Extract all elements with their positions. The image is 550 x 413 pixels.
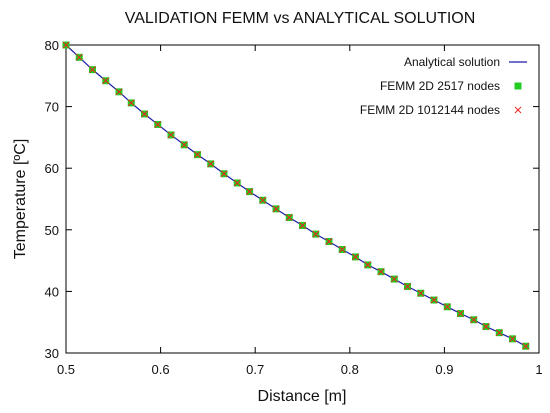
y-axis-ticks: 30 40 50 60 70 80 bbox=[45, 38, 539, 361]
x-tick-label: 0.9 bbox=[435, 362, 453, 377]
series-layer bbox=[62, 41, 530, 350]
y-tick-label: 30 bbox=[45, 346, 59, 361]
series-femm-1012144-point bbox=[246, 188, 253, 195]
series-femm-1012144-point bbox=[220, 170, 228, 178]
series-femm-1012144-point bbox=[522, 342, 530, 350]
series-femm-1012144-point bbox=[167, 131, 175, 139]
x-tick-label: 1 bbox=[535, 362, 542, 377]
series-femm-1012144-point bbox=[272, 205, 280, 213]
series-femm-1012144-point bbox=[154, 121, 162, 128]
series-femm-1012144-point bbox=[495, 329, 503, 337]
series-femm-1012144-point bbox=[285, 214, 293, 221]
plot-frame bbox=[65, 44, 540, 354]
series-femm-1012144-point bbox=[390, 275, 398, 283]
series-femm-1012144-point bbox=[325, 238, 333, 245]
y-tick-label: 80 bbox=[45, 38, 59, 53]
y-tick-label: 50 bbox=[45, 223, 59, 238]
series-femm-1012144-point bbox=[338, 246, 346, 253]
series-femm-1012144-point bbox=[312, 230, 320, 238]
series-femm-1012144-point bbox=[194, 151, 201, 159]
legend-label: FEMM 2D 2517 nodes bbox=[380, 79, 500, 93]
x-tick-label: 0.8 bbox=[341, 362, 359, 377]
series-femm-1012144-point bbox=[364, 261, 372, 269]
legend-label: FEMM 2D 1012144 nodes bbox=[360, 103, 500, 117]
series-femm-1012144-point bbox=[127, 99, 135, 107]
x-axis-label: Distance [m] bbox=[258, 388, 347, 405]
x-axis-ticks: 0.5 0.6 0.7 0.8 0.9 1 bbox=[57, 45, 543, 377]
series-femm-1012144-point bbox=[443, 303, 451, 311]
series-femm-1012144-point bbox=[482, 323, 490, 330]
y-tick-label: 70 bbox=[45, 100, 59, 115]
series-femm-1012144-point bbox=[180, 141, 188, 149]
y-axis-label: Temperature [ºC] bbox=[12, 139, 29, 260]
series-femm-1012144-point bbox=[207, 160, 215, 168]
legend: Analytical solution FEMM 2D 2517 nodes FEM… bbox=[360, 55, 527, 117]
series-femm-1012144-point bbox=[352, 253, 359, 261]
series-femm-1012144-point bbox=[89, 66, 96, 73]
series-femm-1012144-point bbox=[430, 296, 438, 304]
series-femm-1012144-point bbox=[404, 283, 411, 290]
series-femm-1012144-point bbox=[233, 179, 241, 187]
series-femm-1012144-point bbox=[377, 268, 385, 276]
series-femm-1012144-point bbox=[299, 222, 306, 229]
series-femm-1012144-point bbox=[259, 196, 267, 204]
chart-title: VALIDATION FEMM vs ANALYTICAL SOLUTION bbox=[125, 10, 476, 27]
series-femm-1012144-point bbox=[141, 110, 148, 118]
series-femm-1012144-point bbox=[457, 310, 464, 317]
x-tick-label: 0.7 bbox=[246, 362, 264, 377]
x-tick-label: 0.6 bbox=[152, 362, 170, 377]
legend-cross-swatch bbox=[514, 106, 522, 114]
series-femm-1012144-point bbox=[102, 77, 110, 85]
legend-square-swatch bbox=[514, 82, 522, 90]
series-femm-1012144-point bbox=[115, 88, 123, 96]
y-tick-label: 40 bbox=[45, 284, 59, 299]
series-femm-1012144-point bbox=[75, 53, 83, 61]
series-femm-1012144-point bbox=[62, 41, 70, 49]
legend-label: Analytical solution bbox=[404, 55, 500, 69]
x-tick-label: 0.5 bbox=[57, 362, 75, 377]
series-femm-1012144-point bbox=[417, 289, 425, 297]
y-tick-label: 60 bbox=[45, 161, 59, 176]
series-femm-1012144-point bbox=[509, 335, 516, 343]
series-femm-1012144-point bbox=[470, 316, 478, 324]
